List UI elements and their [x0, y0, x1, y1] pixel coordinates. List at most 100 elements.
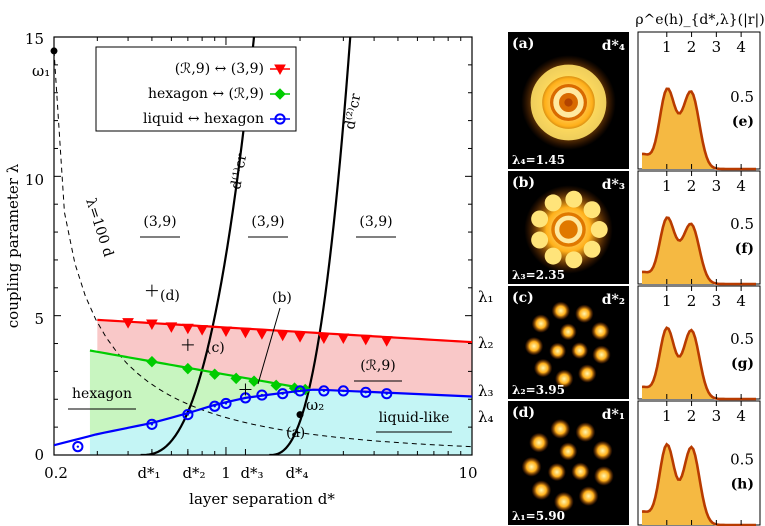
profile-x-tick-label: 4 — [736, 407, 746, 425]
profile-x-tick-label: 4 — [736, 38, 746, 56]
density-lobe — [565, 251, 583, 269]
series-marker-dot — [364, 391, 367, 394]
omega-1-label: ω₁ — [32, 62, 50, 80]
density-panel-d-label: d*₃ — [602, 177, 625, 193]
series-marker — [196, 325, 208, 336]
state-cross — [181, 338, 194, 351]
liquid-like-region — [89, 389, 472, 455]
phase-diagram: 0 5 10 15 0.2 1 10 d*₁ d*₂ d*₃ d*₄ layer… — [4, 30, 494, 508]
density-peak — [571, 462, 590, 481]
profile-panel-label: (g) — [731, 356, 754, 372]
density-panel-label: (c) — [512, 290, 534, 306]
series-marker — [276, 330, 289, 342]
radial-profile-panel: 1 2 3 4 0.5 (h) — [637, 400, 761, 526]
series-marker — [182, 408, 194, 421]
omega-point — [296, 411, 304, 419]
profile-panel-label: (h) — [731, 477, 754, 493]
density-lobe — [583, 201, 601, 219]
profile-y-tick-label: 0.5 — [730, 88, 754, 106]
profile-x-tick-label: 2 — [687, 177, 697, 195]
density-lobe — [590, 221, 608, 238]
density-panel-d-label: d*₂ — [602, 292, 625, 308]
x-tick-label: 10 — [458, 464, 477, 482]
density-peak — [521, 456, 542, 477]
profile-x-tick-label: 4 — [736, 292, 746, 310]
x-marked-label-d4: d*₄ — [285, 464, 308, 482]
series-marker — [209, 368, 221, 380]
legend-marker — [274, 64, 286, 76]
dashed-line-label: λ=100 d — [82, 196, 116, 259]
legend-marker — [274, 113, 286, 125]
legend-marker-dot — [278, 117, 282, 121]
series-marker — [294, 385, 306, 397]
radial-profile-panels: 1 2 3 40.5(e)1 2 3 40.5(f)1 2 3 40.5(g)1 2 3 40.5(h) — [637, 31, 761, 526]
series-marker — [294, 332, 306, 343]
density-peak — [531, 480, 552, 501]
series-marker — [318, 385, 330, 397]
series-marker — [165, 322, 178, 333]
legend: (ℛ,9) ↔ (3,9) hexagon ↔ (ℛ,9) liquid ↔ h… — [95, 46, 297, 132]
profile-y-tick-label: 0.5 — [730, 330, 754, 348]
profile-curve — [641, 326, 756, 401]
series-marker — [277, 388, 289, 400]
density-peak — [559, 442, 578, 461]
x-axis-label: layer separation d* — [189, 490, 335, 508]
profile-x-tick-label: 3 — [712, 177, 722, 195]
series-marker-dot — [260, 393, 264, 397]
profile-x-tick-label: 2 — [687, 38, 697, 56]
state-b-label: (b) — [272, 290, 292, 306]
density-peak — [531, 314, 551, 333]
radial-profile-panel: 1 2 3 4 0.5 (g) — [637, 285, 761, 401]
series-marker — [209, 400, 221, 412]
dcr1-label: d⁽¹⁾cr — [228, 152, 250, 191]
dashed-line — [54, 50, 472, 448]
density-peak — [575, 422, 596, 442]
series-marker — [359, 334, 372, 346]
series-marker — [360, 386, 372, 398]
series-marker — [381, 388, 393, 400]
profile-curve — [641, 216, 756, 286]
series-marker-dot — [385, 392, 388, 395]
series-marker-dot — [298, 389, 302, 393]
x-tick-label: 0.2 — [44, 464, 68, 482]
profile-fill — [642, 444, 756, 525]
y-tick-label: 0 — [34, 446, 44, 464]
lambda-4-label: λ₄ — [478, 408, 494, 426]
state-cross — [239, 383, 252, 396]
profile-y-tick-label: 0.5 — [730, 215, 754, 233]
region-label-liquid-like: liquid-like — [379, 410, 450, 426]
profile-curve — [641, 442, 756, 526]
main-axes-frame — [53, 36, 473, 456]
density-peak — [578, 486, 599, 506]
series-marker-dot — [224, 402, 228, 405]
series-marker-dot — [244, 396, 247, 400]
density-panel-label: (b) — [512, 175, 535, 191]
density-lobe — [531, 210, 549, 228]
series-marker — [248, 375, 260, 387]
series-marker — [230, 372, 242, 385]
series-marker — [256, 389, 268, 401]
series-marker — [270, 379, 282, 392]
state-d-label: (d) — [160, 288, 180, 304]
legend-label: (ℛ,9) ↔ (3,9) — [175, 61, 264, 77]
series-marker — [182, 323, 194, 335]
profile-x-tick-label: 2 — [687, 407, 697, 425]
legend-label: hexagon ↔ (ℛ,9) — [148, 86, 264, 102]
dcr2-label: d⁽²⁾cr — [342, 92, 364, 131]
density-lobe — [565, 190, 583, 208]
series-marker — [318, 333, 330, 344]
lambda-1-label: λ₁ — [478, 288, 494, 306]
density-panel-lambda-label: λ₂=3.95 — [512, 383, 565, 397]
radial-profile-panel: 1 2 3 4 0.5 (e) — [637, 31, 761, 171]
lambda-2-label: λ₂ — [478, 334, 494, 352]
series-marker — [182, 362, 194, 375]
profile-panel-label: (f) — [735, 241, 754, 257]
state-cross — [145, 284, 158, 297]
density-peak — [529, 432, 549, 453]
hexagon-region — [89, 350, 311, 436]
density-peak — [554, 369, 574, 389]
density-ring — [553, 87, 584, 118]
region-label-r-9: (ℛ,9) — [360, 358, 395, 374]
profile-curve — [641, 87, 756, 171]
